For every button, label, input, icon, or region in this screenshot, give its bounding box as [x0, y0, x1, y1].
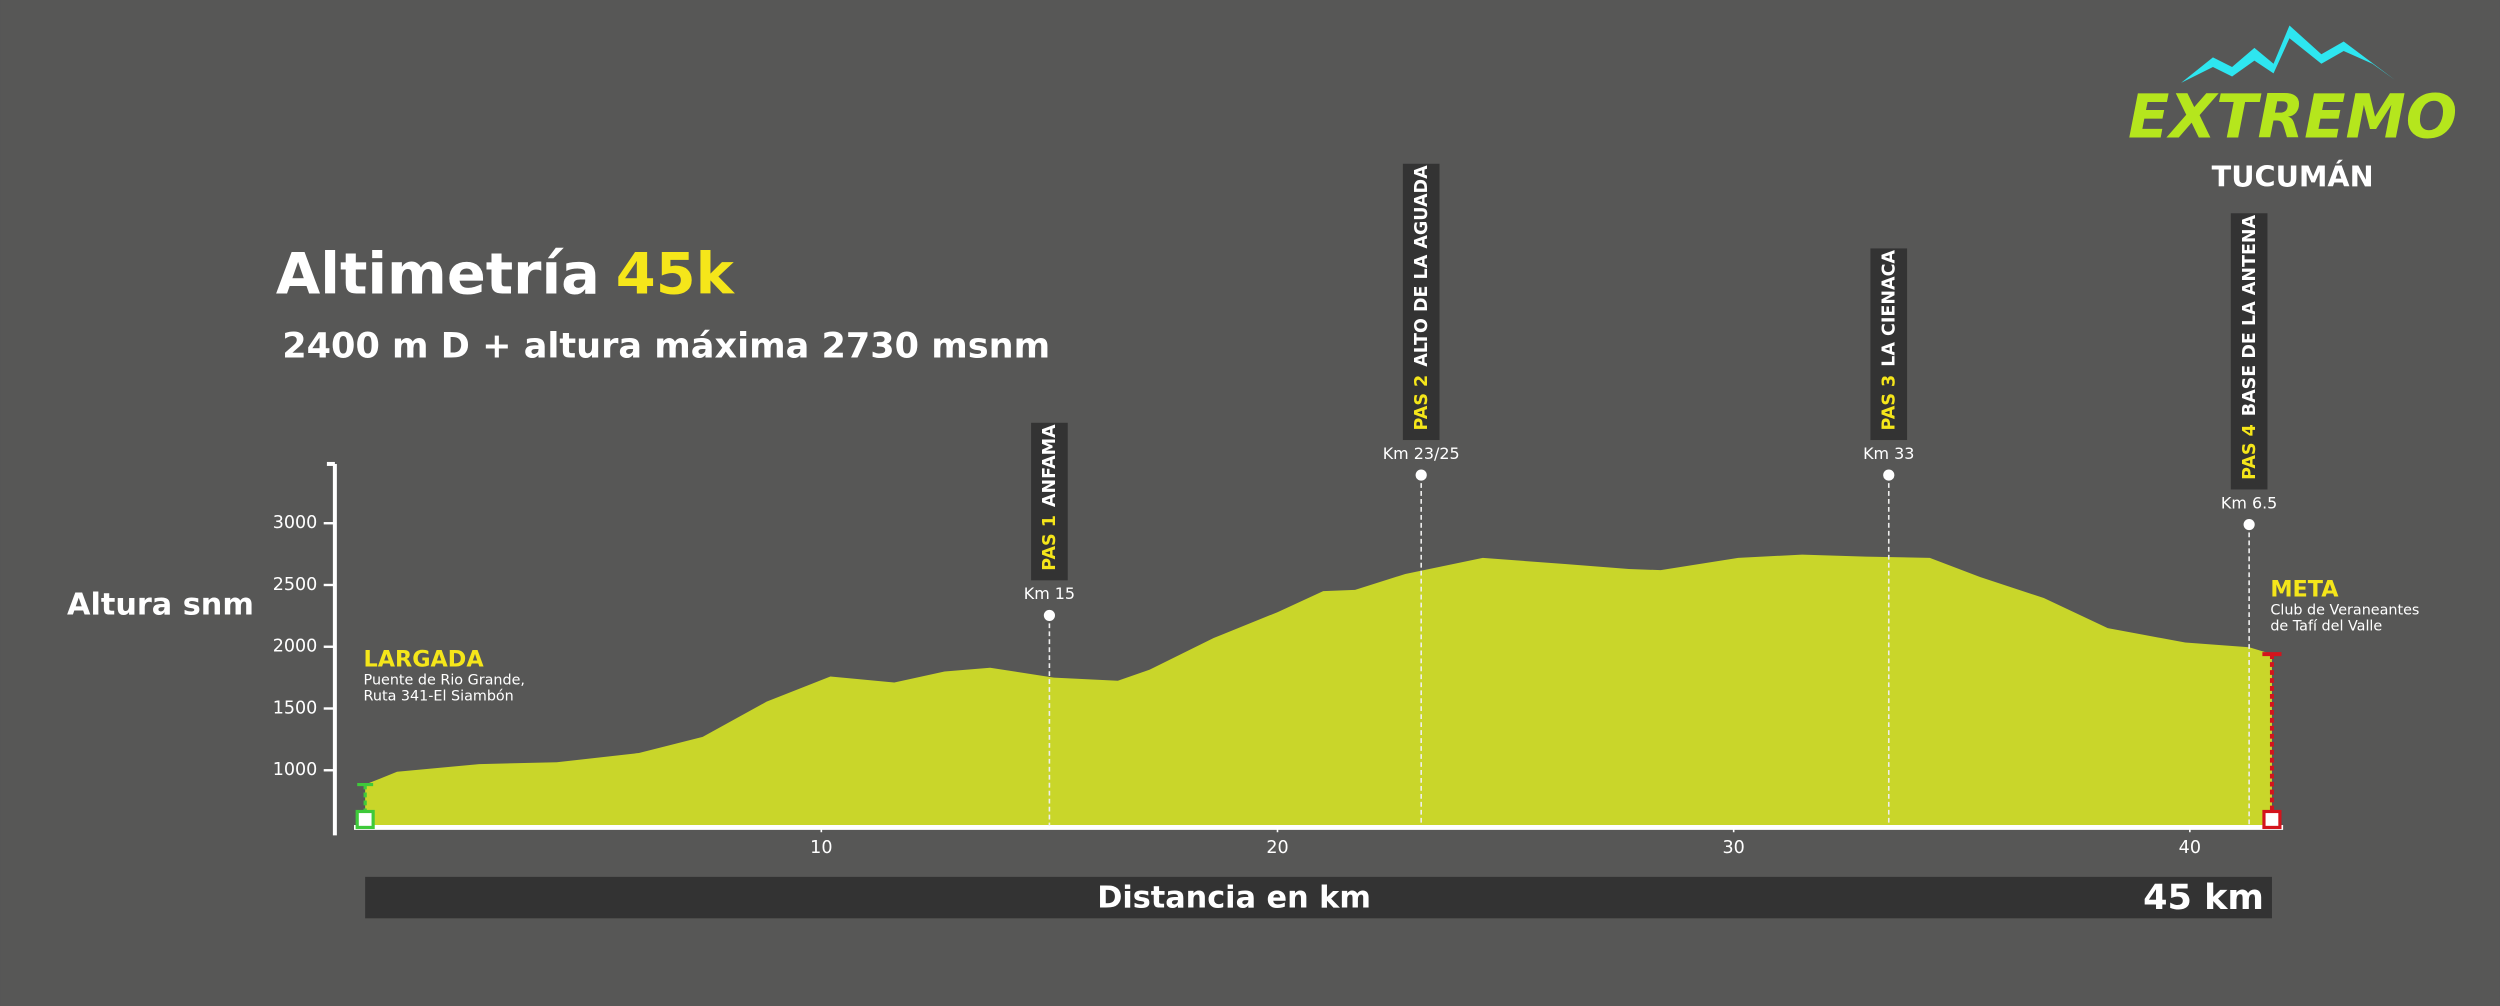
logo-mountains	[2181, 25, 2395, 83]
pass-pin	[1415, 469, 1427, 481]
pass-km: Km 33	[1863, 444, 1914, 463]
pass-name: ANFAMA	[1040, 424, 1060, 507]
finish-marker	[2262, 809, 2282, 830]
chart-title: Altimetría 45k	[276, 240, 736, 307]
x-tick-label: 40	[2179, 838, 2201, 858]
pass-box	[1402, 163, 1440, 441]
pass-name: BASE DE LA ANTENA	[2240, 214, 2260, 416]
pass-label: PAS 1 ANFAMA	[1040, 424, 1060, 571]
y-tick-label: 1000	[273, 760, 318, 780]
distance-bar	[365, 876, 2272, 919]
finish-label: META	[2270, 576, 2339, 602]
x-axis-label: Distancia en km	[1097, 881, 1371, 916]
y-tick-label: 1500	[273, 699, 318, 719]
pass-pin	[2243, 518, 2255, 531]
pass-km: Km 15	[1024, 584, 1075, 603]
y-axis-label: Altura snm	[67, 587, 254, 622]
pass-label: PAS 2 ALTO DE LA AGUADA	[1412, 165, 1432, 431]
start-note: Ruta 341-El Siambón	[364, 689, 514, 705]
pass-km: Km 6.5	[2221, 493, 2277, 512]
pass-number: PAS 3	[1880, 375, 1900, 431]
pass-box	[1870, 248, 1908, 441]
y-tick-label: 3000	[273, 513, 318, 533]
start-marker	[355, 809, 375, 830]
pass-label: PAS 4 BASE DE LA ANTENA	[2240, 214, 2260, 479]
pass-name: LA CIENACA	[1880, 250, 1900, 367]
x-tick-label: 20	[1266, 838, 1288, 858]
pass-km: Km 23/25	[1383, 444, 1460, 463]
chart-subtitle: 2400 m D + altura máxima 2730 msnm	[282, 326, 1050, 367]
y-tick-label: 2000	[273, 637, 318, 657]
finish-note: de Tafí del Valle	[2270, 619, 2382, 635]
pass-number: PAS 4	[2240, 424, 2260, 480]
x-tick-label: 10	[810, 838, 832, 858]
pass-pin	[1883, 469, 1895, 481]
y-tick-label: 2500	[273, 575, 318, 595]
elevation-area	[365, 554, 2272, 826]
pass-name: ALTO DE LA AGUADA	[1412, 165, 1432, 367]
x-tick-label: 30	[1723, 838, 1745, 858]
pass-label: PAS 3 LA CIENACA	[1880, 250, 1900, 431]
pass-number: PAS 1	[1040, 515, 1060, 571]
pass-pin	[1043, 609, 1055, 621]
pass-box	[1031, 422, 1068, 581]
logo-place: TUCUMÁN	[2212, 160, 2374, 194]
total-distance: 45 km	[2143, 877, 2264, 918]
start-label: LARGADA	[364, 647, 485, 673]
pass-box	[2230, 213, 2268, 490]
pass-number: PAS 2	[1412, 375, 1432, 431]
start-note: Puente de Rio Grande,	[364, 673, 525, 689]
logo-brand: EXTREMO	[2128, 83, 2457, 153]
finish-note: Club de Veraneantes	[2270, 603, 2419, 619]
title-main: Altimetría	[276, 240, 600, 307]
title-highlight: 45k	[616, 240, 736, 307]
